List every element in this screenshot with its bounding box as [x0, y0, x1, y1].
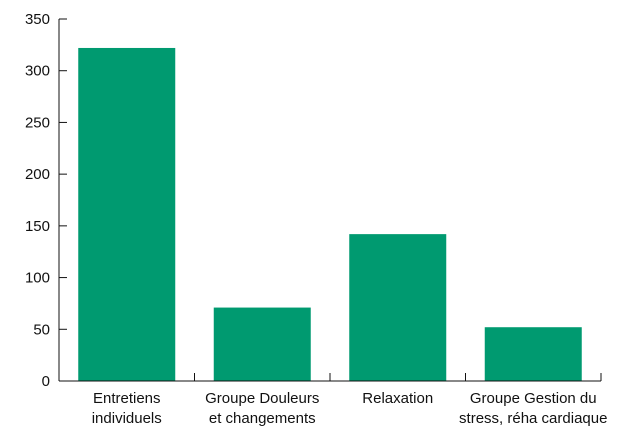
y-tick-label: 100: [25, 270, 50, 287]
bar: [349, 234, 447, 381]
x-axis: Entretiens individuels Groupe Douleurs et c…: [58, 373, 607, 427]
y-tick-label: 250: [25, 114, 50, 131]
x-category-label: Groupe Douleurs: [205, 390, 319, 407]
y-tick-label: 300: [25, 63, 50, 80]
y-tick-label: 50: [33, 321, 50, 338]
x-category-label: Entretiens: [93, 390, 161, 407]
y-tick-label: 150: [25, 218, 50, 235]
bars: [78, 47, 582, 382]
bar: [213, 307, 311, 381]
x-category-label: individuels: [92, 410, 162, 427]
y-tick-label: 0: [42, 373, 50, 390]
x-category-label: et changements: [209, 410, 316, 427]
y-tick-label: 350: [25, 11, 50, 28]
bar: [78, 47, 176, 382]
y-axis: 0 50 100 150 200 250 300 350: [25, 11, 67, 390]
bar: [484, 327, 582, 381]
x-category-label: stress, réha cardiaque: [459, 410, 607, 427]
y-tick-label: 200: [25, 166, 50, 183]
x-category-label: Relaxation: [362, 390, 433, 407]
x-category-label: Groupe Gestion du: [470, 390, 597, 407]
